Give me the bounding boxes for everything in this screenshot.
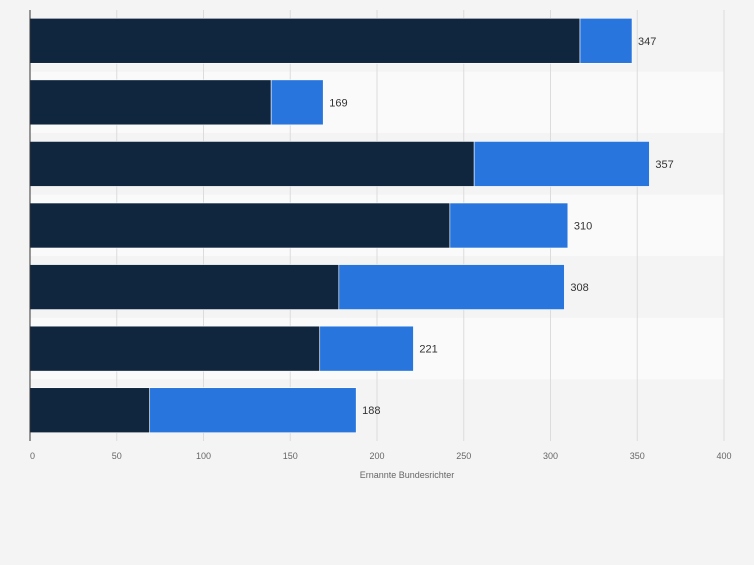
bar-segment-series-1 (29, 17, 581, 64)
bar-segment-series-1 (29, 325, 321, 372)
total-label: 310 (574, 221, 592, 233)
total-label: 308 (570, 282, 588, 294)
x-tick-label: 400 (716, 451, 731, 461)
bar-segment-series-1 (29, 387, 151, 434)
total-labels: 347 169 357 310 308 221 188 (329, 36, 674, 417)
total-label: 221 (419, 344, 437, 356)
x-tick-label: 150 (283, 451, 298, 461)
bar-segment-series-2 (449, 202, 569, 249)
x-tick-label: 350 (630, 451, 645, 461)
total-label: 169 (329, 97, 347, 109)
bars (29, 17, 650, 434)
bar-segment-series-2 (319, 325, 414, 372)
x-tick-label: 300 (543, 451, 558, 461)
x-tick-label: 200 (369, 451, 384, 461)
x-tick-label: 0 (30, 451, 35, 461)
bar-segment-series-2 (579, 17, 633, 64)
bar-segment-series-2 (473, 141, 650, 187)
bar-segment-series-1 (29, 264, 340, 310)
x-tick-label: 50 (112, 451, 122, 461)
x-tick-labels: 0 50 100 150 200 250 300 350 400 (30, 451, 732, 461)
total-label: 188 (362, 405, 380, 417)
bar-segment-series-1 (29, 141, 475, 187)
bar-segment-series-1 (29, 202, 451, 249)
x-tick-label: 100 (196, 451, 211, 461)
bar-segment-series-2 (338, 264, 565, 310)
x-axis-title: Ernannte Bundesrichter (360, 470, 455, 480)
bar-segment-series-1 (29, 79, 272, 126)
bar-segment-series-2 (270, 79, 324, 126)
total-label: 357 (655, 159, 673, 171)
total-label: 347 (638, 36, 656, 48)
bar-segment-series-2 (149, 387, 357, 434)
x-tick-label: 250 (456, 451, 471, 461)
